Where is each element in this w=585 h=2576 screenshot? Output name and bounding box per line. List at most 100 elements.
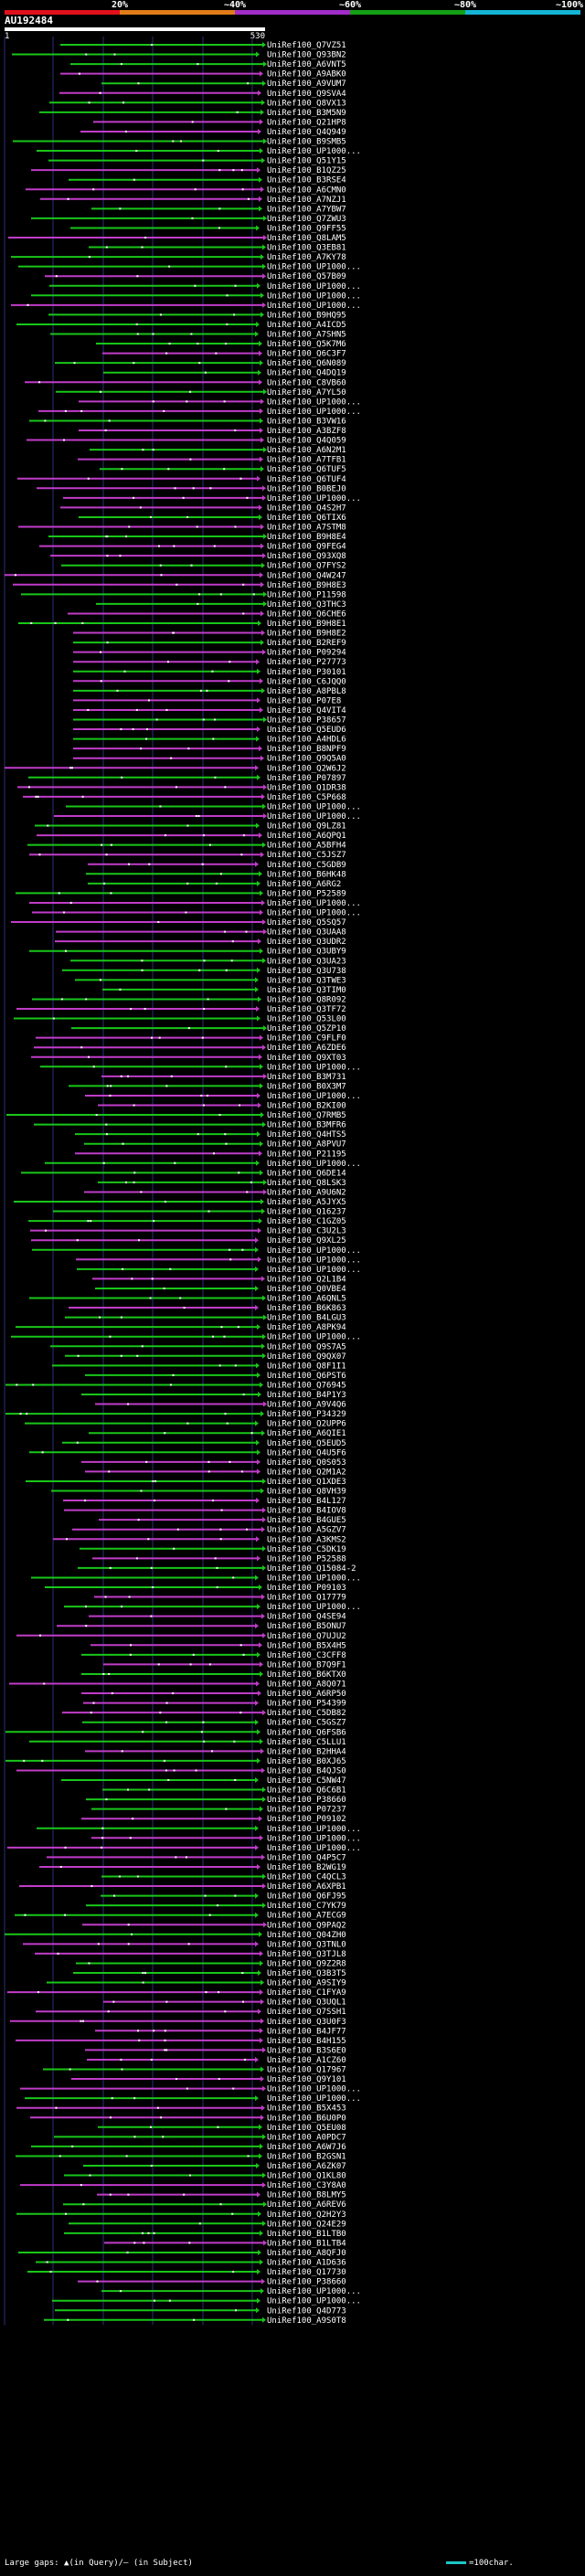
hit-label[interactable]: UniRef100_A8PVU7	[267, 1140, 346, 1150]
hit-label[interactable]: UniRef100_UP1000...	[267, 1063, 361, 1072]
hit-label[interactable]: UniRef100_Q17967	[267, 2066, 346, 2075]
hit-label[interactable]: UniRef100_Q4W247	[267, 571, 346, 580]
hit-label[interactable]: UniRef100_B3MFR6	[267, 1121, 346, 1130]
hit-label[interactable]: UniRef100_B2GSN1	[267, 2152, 346, 2161]
hit-label[interactable]: UniRef100_Q6N089	[267, 359, 346, 368]
hit-label[interactable]: UniRef100_P30101	[267, 668, 346, 677]
hit-label[interactable]: UniRef100_P34329	[267, 1410, 346, 1419]
hit-label[interactable]: UniRef100_Q8VX13	[267, 99, 346, 108]
hit-label[interactable]: UniRef100_Q6C3F7	[267, 350, 346, 359]
hit-label[interactable]: UniRef100_Q9PAQ2	[267, 1921, 346, 1930]
hit-label[interactable]: UniRef100_A7TFB1	[267, 456, 346, 465]
hit-label[interactable]: UniRef100_B4P1Y3	[267, 1391, 346, 1400]
hit-label[interactable]: UniRef100_Q2L1B4	[267, 1275, 346, 1284]
hit-label[interactable]: UniRef100_A7ECG9	[267, 1912, 346, 1921]
hit-label[interactable]: UniRef100_C5GDB9	[267, 861, 346, 870]
hit-label[interactable]: UniRef100_Q04ZH0	[267, 1931, 346, 1940]
hit-label[interactable]: UniRef100_A8Q071	[267, 1680, 346, 1690]
hit-label[interactable]: UniRef100_Q6FSB6	[267, 1728, 346, 1737]
hit-label[interactable]: UniRef100_C5P668	[267, 793, 346, 802]
hit-label[interactable]: UniRef100_P27773	[267, 658, 346, 667]
hit-label[interactable]: UniRef100_B1QZ25	[267, 166, 346, 175]
hit-label[interactable]: UniRef100_A6RP50	[267, 1690, 346, 1699]
hit-label[interactable]: UniRef100_Q15084-2	[267, 1564, 356, 1574]
hit-label[interactable]: UniRef100_UP1000...	[267, 2287, 361, 2296]
hit-label[interactable]: UniRef100_A5JYX5	[267, 1198, 346, 1207]
hit-label[interactable]: UniRef100_P38660	[267, 1796, 346, 1805]
hit-label[interactable]: UniRef100_UP1000...	[267, 494, 361, 504]
hit-label[interactable]: UniRef100_Q9FF55	[267, 224, 346, 233]
hit-label[interactable]: UniRef100_Q1DR38	[267, 783, 346, 792]
hit-label[interactable]: UniRef100_C5GSZ7	[267, 1719, 346, 1728]
hit-label[interactable]: UniRef100_UP1000...	[267, 1825, 361, 1834]
hit-label[interactable]: UniRef100_A9U6N2	[267, 1188, 346, 1197]
hit-label[interactable]: UniRef100_B3VW16	[267, 417, 346, 426]
hit-label[interactable]: UniRef100_Q9XL25	[267, 1236, 346, 1246]
hit-label[interactable]: UniRef100_A8QFJ0	[267, 2249, 346, 2258]
hit-label[interactable]: UniRef100_Q2M1A2	[267, 1468, 346, 1477]
hit-label[interactable]: UniRef100_Q7ZWU3	[267, 215, 346, 224]
hit-label[interactable]: UniRef100_UP1000...	[267, 408, 361, 417]
hit-label[interactable]: UniRef100_Q3TJL8	[267, 1950, 346, 1959]
hit-label[interactable]: UniRef100_B1LTB0	[267, 2230, 346, 2239]
hit-label[interactable]: UniRef100_B9HQ95	[267, 311, 346, 320]
hit-label[interactable]: UniRef100_B6U0P0	[267, 2114, 346, 2123]
hit-label[interactable]: UniRef100_UP1000...	[267, 292, 361, 301]
hit-label[interactable]: UniRef100_Q6PST6	[267, 1372, 346, 1381]
hit-label[interactable]: UniRef100_P38657	[267, 716, 346, 726]
hit-label[interactable]: UniRef100_Q7RMB5	[267, 1111, 346, 1120]
hit-label[interactable]: UniRef100_B5X453	[267, 2104, 346, 2114]
hit-label[interactable]: UniRef100_Q51Y15	[267, 157, 346, 166]
hit-label[interactable]: UniRef100_UP1000...	[267, 899, 361, 908]
hit-label[interactable]: UniRef100_Q4S2H7	[267, 504, 346, 513]
hit-label[interactable]: UniRef100_A6ZDE6	[267, 1044, 346, 1053]
hit-label[interactable]: UniRef100_A6W7J6	[267, 2143, 346, 2152]
hit-label[interactable]: UniRef100_Q9S7A5	[267, 1342, 346, 1352]
hit-label[interactable]: UniRef100_Q21HP8	[267, 118, 346, 127]
hit-label[interactable]: UniRef100_A6RG2	[267, 880, 341, 889]
hit-label[interactable]: UniRef100_UP1000...	[267, 1333, 361, 1342]
hit-label[interactable]: UniRef100_Q6C6B1	[267, 1786, 346, 1796]
hit-label[interactable]: UniRef100_C3CFF8	[267, 1651, 346, 1660]
hit-label[interactable]: UniRef100_P52588	[267, 1554, 346, 1564]
hit-label[interactable]: UniRef100_C4QCL3	[267, 1873, 346, 1882]
hit-label[interactable]: UniRef100_A8PK94	[267, 1323, 346, 1332]
hit-label[interactable]: UniRef100_UP1000...	[267, 1844, 361, 1853]
hit-label[interactable]: UniRef100_A6REV6	[267, 2200, 346, 2210]
hit-label[interactable]: UniRef100_B4L127	[267, 1497, 346, 1506]
hit-label[interactable]: UniRef100_B9H8E1	[267, 620, 346, 629]
hit-label[interactable]: UniRef100_A7SHN5	[267, 331, 346, 340]
hit-label[interactable]: UniRef100_UP1000...	[267, 398, 361, 407]
hit-label[interactable]: UniRef100_Q9QX07	[267, 1352, 346, 1362]
hit-label[interactable]: UniRef100_B7Q9F1	[267, 1660, 346, 1670]
hit-label[interactable]: UniRef100_B4IOV8	[267, 1507, 346, 1516]
hit-label[interactable]: UniRef100_UP1000...	[267, 263, 361, 272]
hit-label[interactable]: UniRef100_Q17779	[267, 1594, 346, 1603]
hit-label[interactable]: UniRef100_A9SIY9	[267, 1979, 346, 1988]
hit-label[interactable]: UniRef100_UP1000...	[267, 1266, 361, 1275]
hit-label[interactable]: UniRef100_C5DK19	[267, 1545, 346, 1554]
hit-label[interactable]: UniRef100_Q0S053	[267, 1458, 346, 1468]
hit-label[interactable]: UniRef100_Q3THC3	[267, 600, 346, 610]
hit-label[interactable]: UniRef100_Q17730	[267, 2268, 346, 2277]
hit-label[interactable]: UniRef100_Q7SSH1	[267, 2008, 346, 2017]
hit-label[interactable]: UniRef100_P21195	[267, 1150, 346, 1159]
hit-label[interactable]: UniRef100_A7STM8	[267, 524, 346, 533]
hit-label[interactable]: UniRef100_P07897	[267, 774, 346, 783]
hit-label[interactable]: UniRef100_Q9SVA4	[267, 90, 346, 99]
hit-label[interactable]: UniRef100_Q6TIX6	[267, 514, 346, 523]
hit-label[interactable]: UniRef100_Q3UDR2	[267, 938, 346, 947]
hit-label[interactable]: UniRef100_B9H8E4	[267, 533, 346, 542]
hit-label[interactable]: UniRef100_Q8F1I1	[267, 1362, 346, 1371]
hit-label[interactable]: UniRef100_Q3UA23	[267, 957, 346, 966]
hit-label[interactable]: UniRef100_B2HHA4	[267, 1747, 346, 1756]
hit-label[interactable]: UniRef100_A6VNT5	[267, 60, 346, 69]
hit-label[interactable]: UniRef100_Q3TIM0	[267, 986, 346, 995]
hit-label[interactable]: UniRef100_Q6DE14	[267, 1169, 346, 1178]
hit-label[interactable]: UniRef100_Q8LSK3	[267, 1179, 346, 1188]
hit-label[interactable]: UniRef100_A3KMS2	[267, 1535, 346, 1544]
hit-label[interactable]: UniRef100_Q93XQ8	[267, 552, 346, 561]
hit-label[interactable]: UniRef100_A9S0T8	[267, 2316, 346, 2326]
hit-label[interactable]: UniRef100_B8LMY5	[267, 2191, 346, 2200]
hit-label[interactable]: UniRef100_C3U2L3	[267, 1227, 346, 1236]
